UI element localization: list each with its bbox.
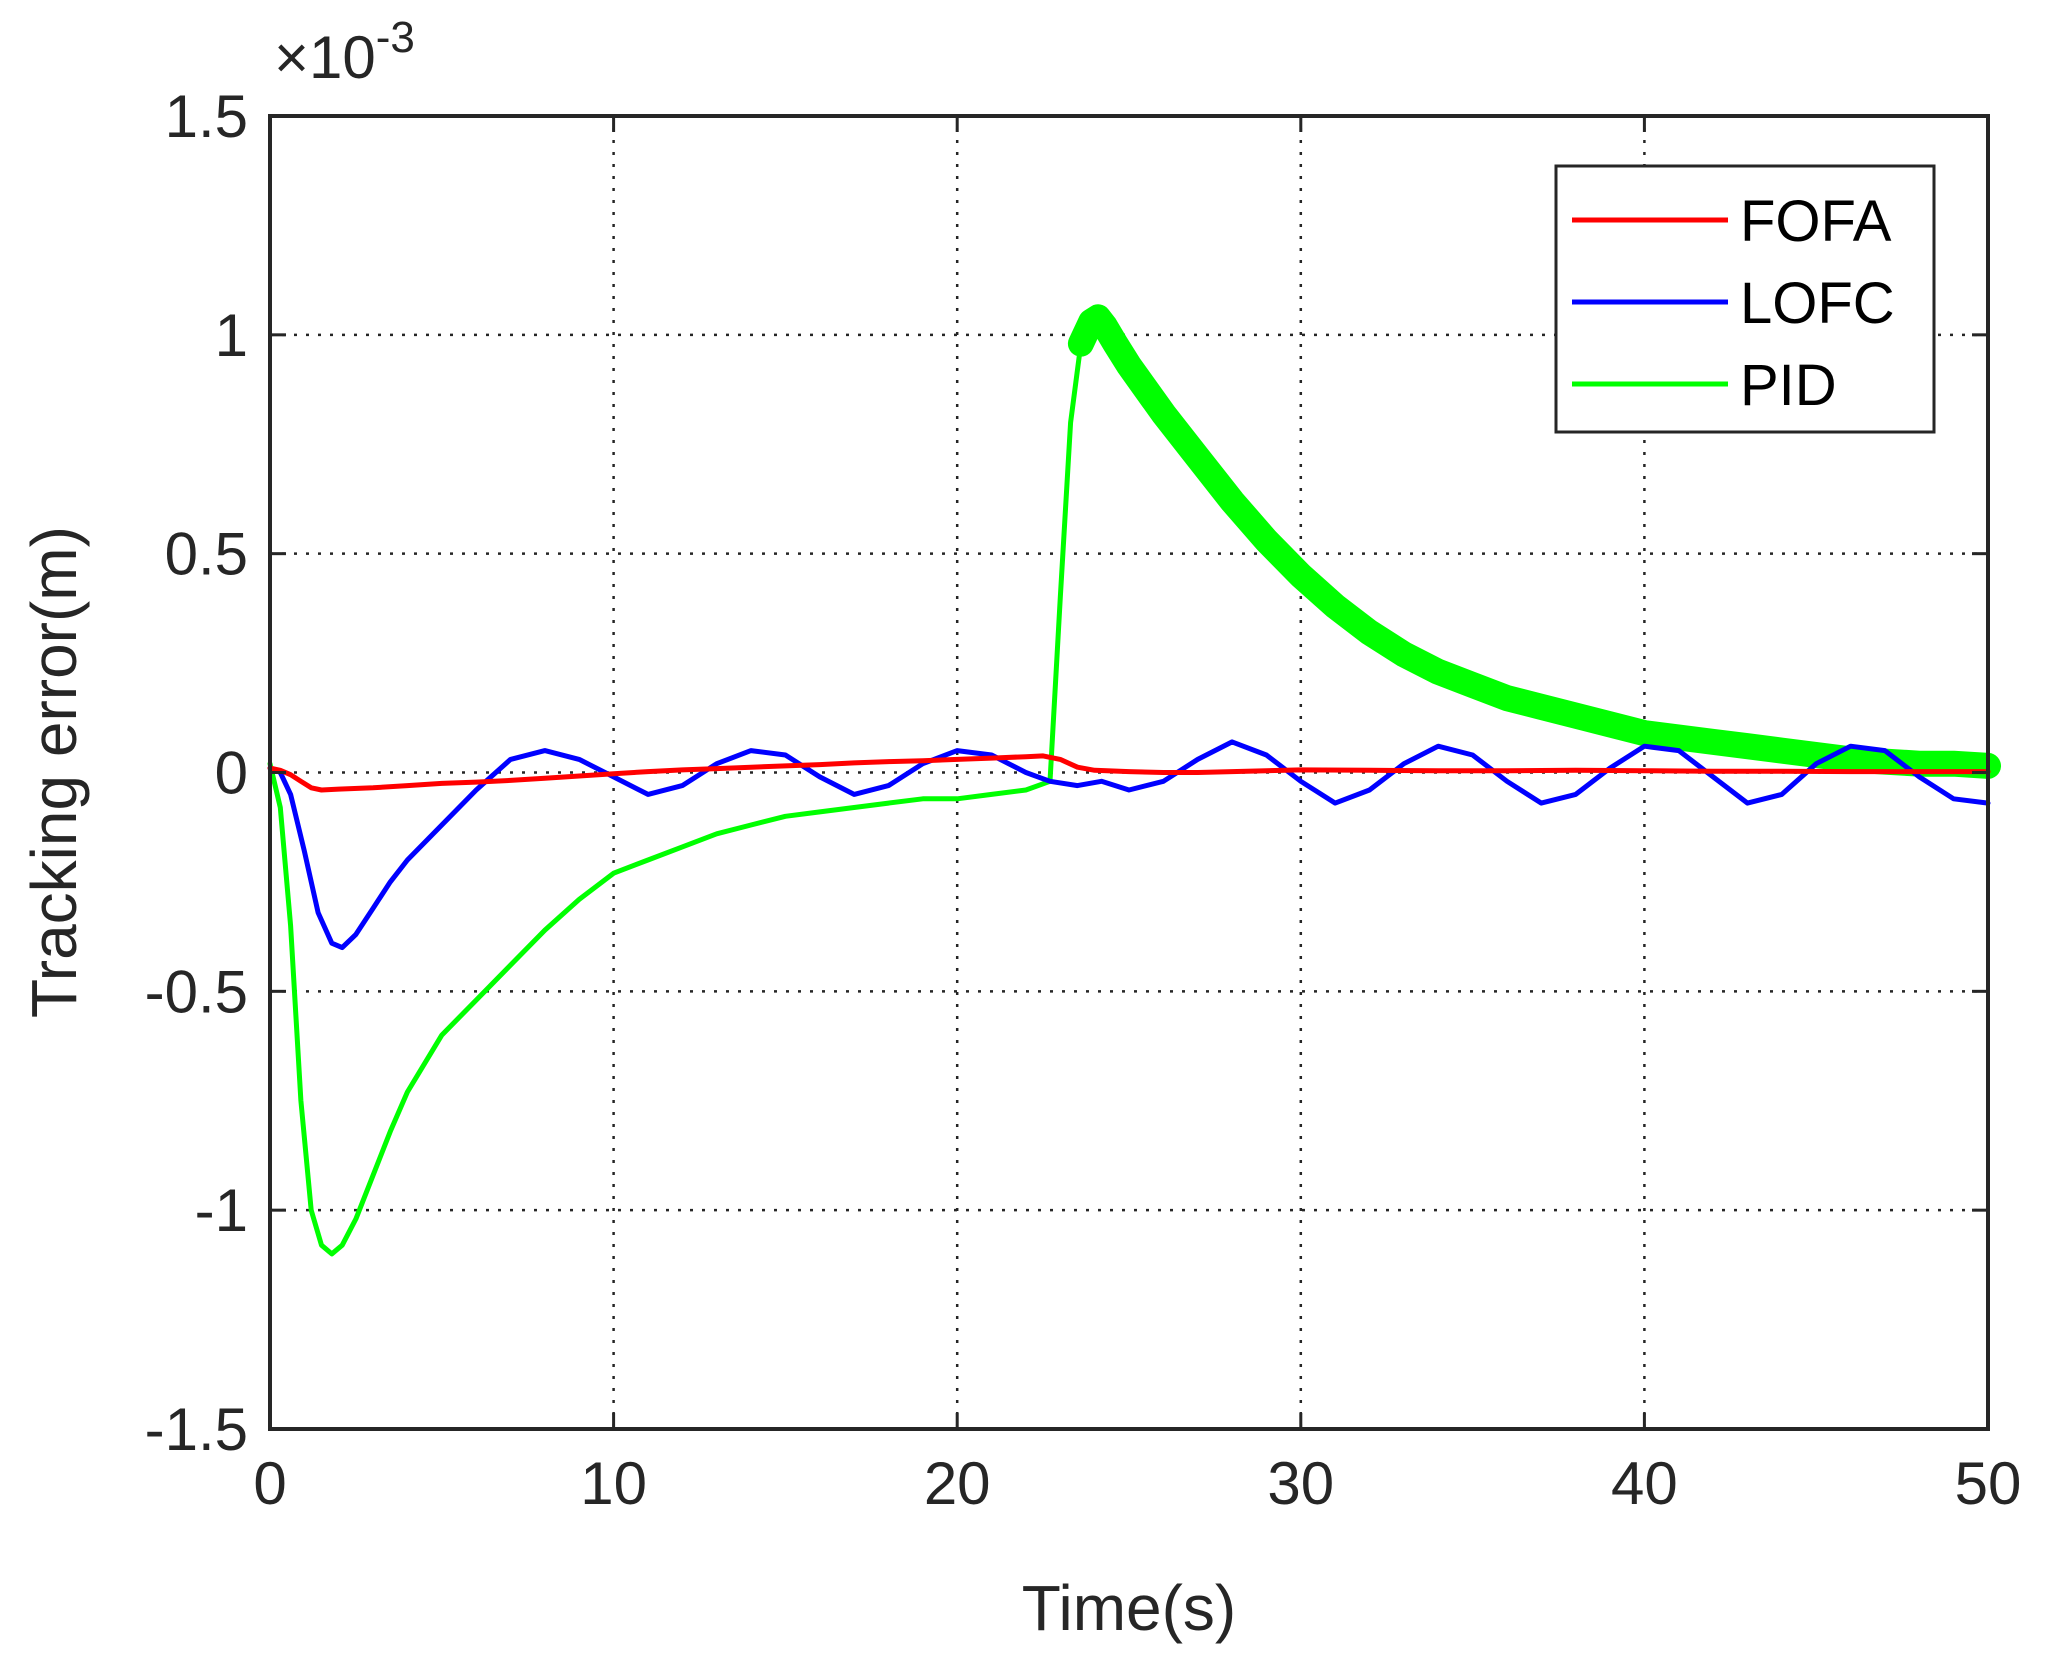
- y-tick-label: -1: [195, 1177, 248, 1244]
- y-tick-label: -1.5: [145, 1396, 248, 1463]
- y-tick-label: 0: [215, 740, 248, 807]
- x-axis-title: Time(s): [1022, 1572, 1236, 1644]
- axis-ticks: 0 10 20 30 40 50 -1.5 -1 -0.5 0 0.5 1 1.5: [145, 83, 2022, 1517]
- legend-label-fofa: FOFA: [1740, 189, 1892, 254]
- legend-label-lofc: LOFC: [1740, 271, 1895, 336]
- legend-box: [1554, 164, 1936, 434]
- x-tick-label: 0: [253, 1450, 286, 1517]
- x-tick-label: 50: [1955, 1450, 2022, 1517]
- series-line-pid: [267, 314, 1991, 1257]
- y-tick-label: 1: [215, 302, 248, 369]
- x-tick-label: 30: [1267, 1450, 1334, 1517]
- legend-label-pid: PID: [1740, 353, 1837, 418]
- y-axis-multiplier: ×10-3: [274, 13, 415, 91]
- y-tick-label: 0.5: [165, 521, 248, 588]
- y-tick-label: 1.5: [165, 83, 248, 150]
- legend: FOFA LOFC PID: [1554, 164, 1936, 434]
- series-line-lofc: [267, 739, 1991, 951]
- series-band-pid: [1067, 304, 2001, 779]
- series-layer: [267, 304, 2001, 1257]
- y-multiplier-base: ×10: [274, 24, 376, 91]
- y-tick-label: -0.5: [145, 958, 248, 1025]
- x-tick-label: 20: [924, 1450, 991, 1517]
- x-tick-label: 10: [580, 1450, 647, 1517]
- y-multiplier-exponent: -3: [376, 13, 415, 62]
- x-tick-label: 40: [1611, 1450, 1678, 1517]
- y-axis-title: Tracking error(m): [18, 526, 90, 1018]
- series-line-fofa: [267, 753, 1991, 793]
